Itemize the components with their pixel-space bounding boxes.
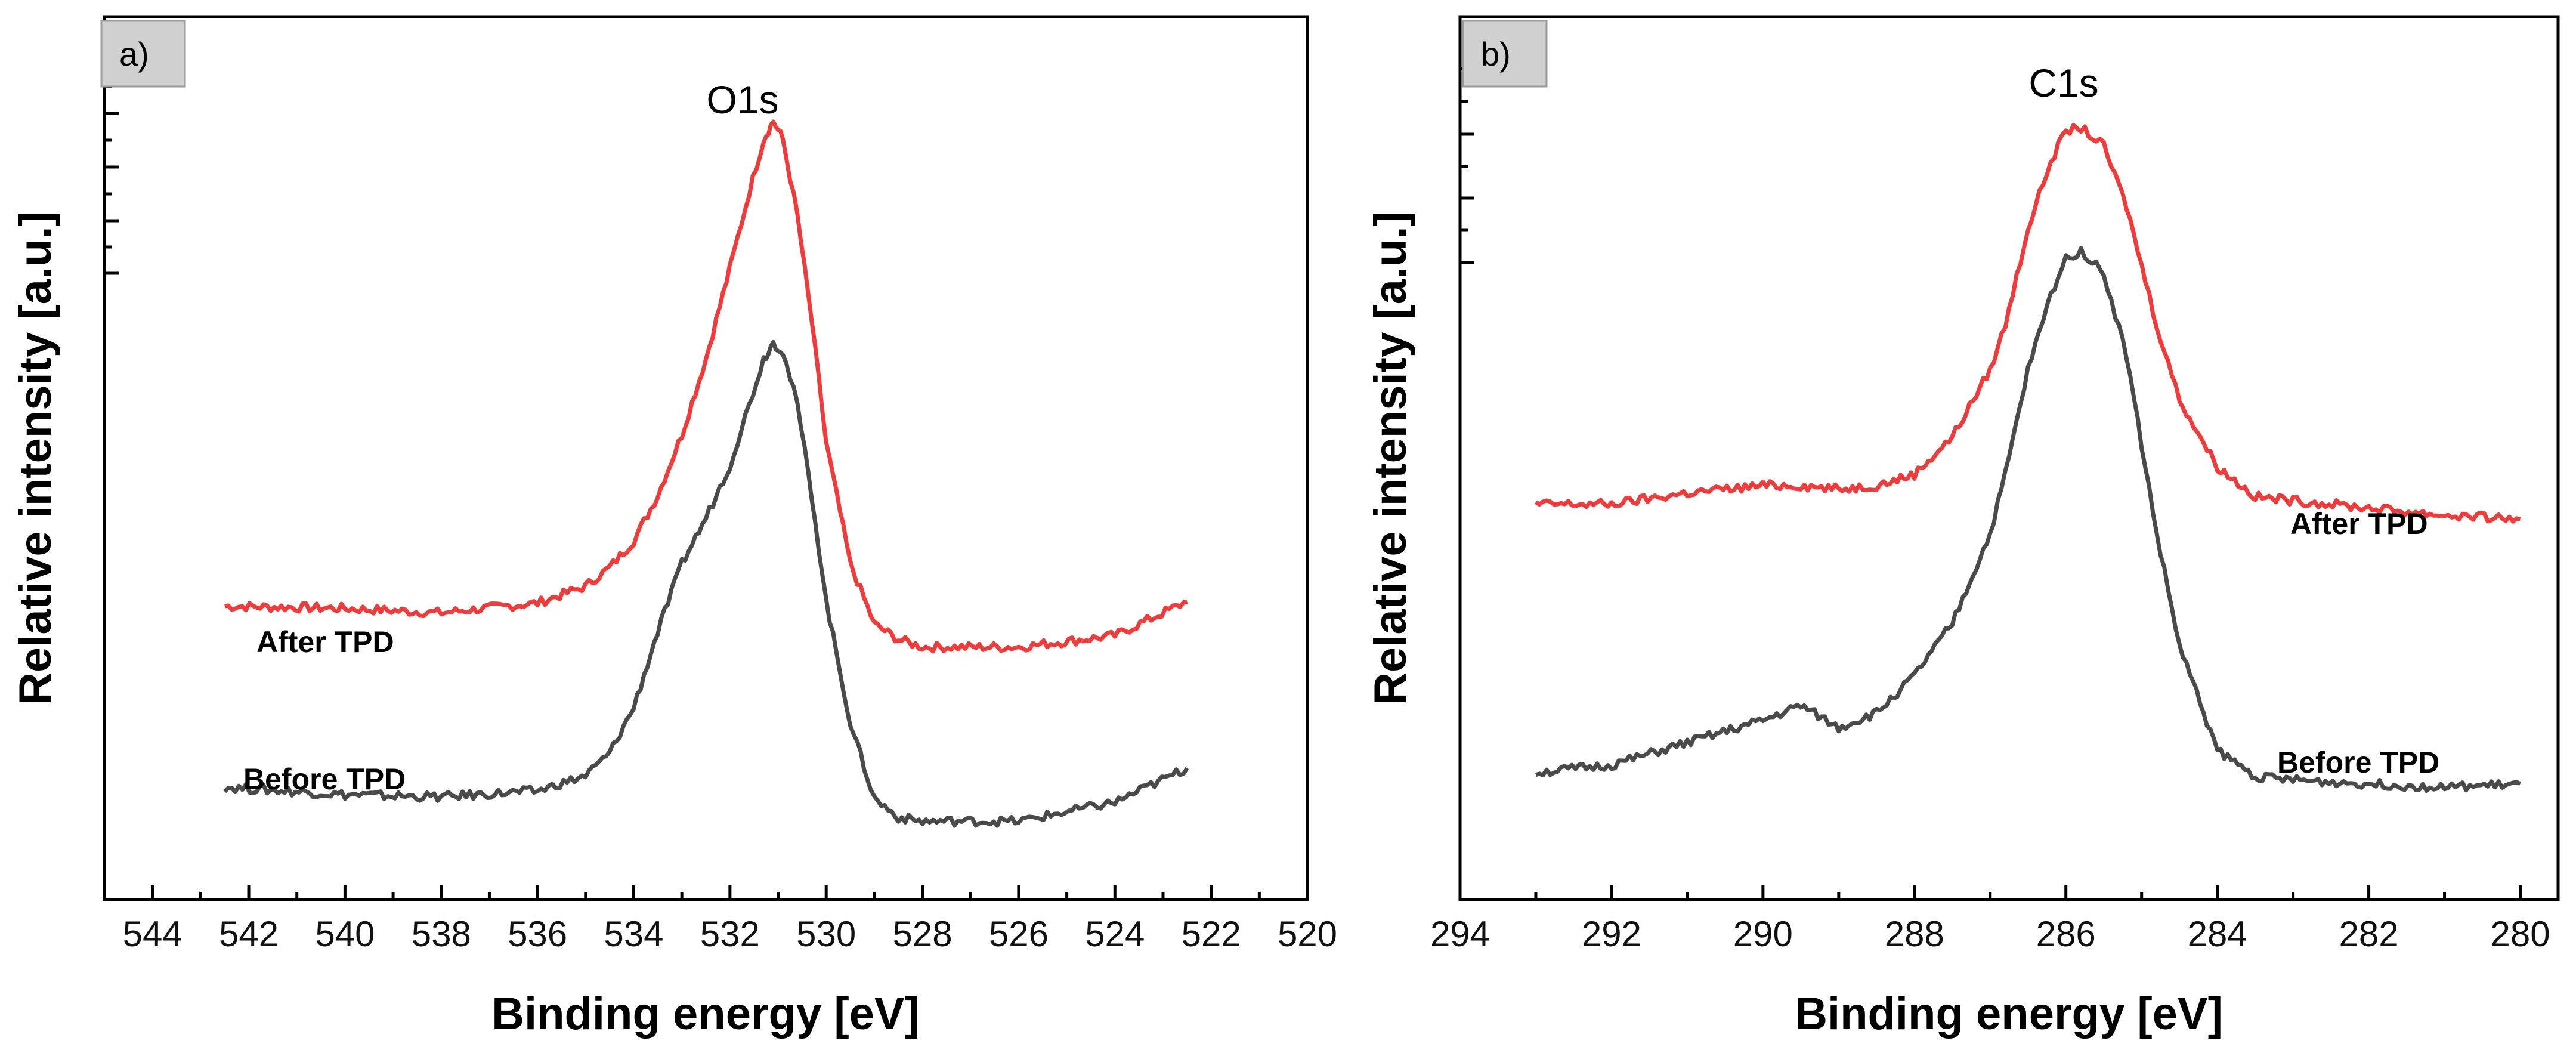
panel-a-x-tick-label: 540 bbox=[315, 914, 375, 954]
panel-a-series-after-tpd bbox=[224, 119, 1188, 654]
panel-b-x-tick-label: 292 bbox=[1582, 914, 1641, 954]
panel-b-x-tick-label: 280 bbox=[2490, 914, 2550, 954]
panel-b-y-axis-label: Relative intensity [a.u.] bbox=[1365, 211, 1416, 705]
panel-a-before-tpd-label: Before TPD bbox=[243, 762, 406, 796]
panel-b-x-axis-label: Binding energy [eV] bbox=[1795, 989, 2223, 1039]
panel-a-after-tpd-label: After TPD bbox=[256, 625, 394, 659]
panel-b-series-after-tpd bbox=[1535, 123, 2521, 524]
panel-b-x-tick-label: 294 bbox=[1430, 914, 1490, 954]
panel-a-y-axis-label: Relative intensity [a.u.] bbox=[10, 211, 61, 705]
panel-b-series-before-tpd bbox=[1535, 246, 2522, 793]
panel-b-series bbox=[1535, 123, 2522, 793]
panel-b-title: C1s bbox=[2028, 61, 2098, 105]
panel-a-x-tick-label: 524 bbox=[1085, 914, 1145, 954]
panel-b-x-ticks: 294 292 290 288 286 284 282 280 bbox=[1430, 885, 2550, 954]
panel-b-label-box bbox=[1462, 20, 1548, 88]
panel-a-x-tick-label: 530 bbox=[796, 914, 856, 954]
panel-a-title: O1s bbox=[706, 78, 778, 122]
panel-a-label-box bbox=[100, 20, 186, 88]
panel-a-label: a) bbox=[119, 35, 149, 73]
panel-b-x-tick-label: 286 bbox=[2036, 914, 2096, 954]
panel-b-x-tick-label: 282 bbox=[2339, 914, 2399, 954]
panel-a-x-axis-label: Binding energy [eV] bbox=[491, 989, 920, 1039]
panel-a: 544 542 540 538 536 534 532 530 528 526 524 522 520 … bbox=[10, 15, 1337, 1039]
panel-a-x-tick-label: 520 bbox=[1278, 914, 1337, 954]
panel-a-plot-frame bbox=[103, 15, 1309, 901]
panel-a-x-tick-label: 536 bbox=[508, 914, 567, 954]
panel-a-x-tick-label: 538 bbox=[412, 914, 471, 954]
panel-a-x-tick-label: 526 bbox=[989, 914, 1049, 954]
panel-a-series bbox=[223, 119, 1189, 828]
panel-a-x-tick-label: 544 bbox=[123, 914, 183, 954]
panel-a-x-ticks: 544 542 540 538 536 534 532 530 528 526 524 522 520 bbox=[123, 885, 1337, 954]
panel-a-x-tick-label: 542 bbox=[219, 914, 279, 954]
panel-a-x-tick-label: 534 bbox=[604, 914, 663, 954]
panel-a-series-before-tpd bbox=[223, 339, 1189, 828]
panel-b-x-tick-label: 290 bbox=[1733, 914, 1793, 954]
panel-b-x-tick-label: 284 bbox=[2188, 914, 2247, 954]
panel-b-after-tpd-label: After TPD bbox=[2290, 507, 2428, 541]
panel-a-x-tick-label: 528 bbox=[893, 914, 953, 954]
panel-b: 294 292 290 288 286 284 282 280 b) C1s After TP… bbox=[1365, 15, 2560, 1039]
panel-b-label: b) bbox=[1481, 35, 1511, 73]
panel-a-x-tick-label: 522 bbox=[1182, 914, 1241, 954]
panel-b-plot-frame bbox=[1458, 15, 2560, 901]
panel-b-x-tick-label: 288 bbox=[1885, 914, 1944, 954]
panel-a-x-tick-label: 532 bbox=[700, 914, 760, 954]
panel-b-before-tpd-label: Before TPD bbox=[2277, 746, 2439, 779]
